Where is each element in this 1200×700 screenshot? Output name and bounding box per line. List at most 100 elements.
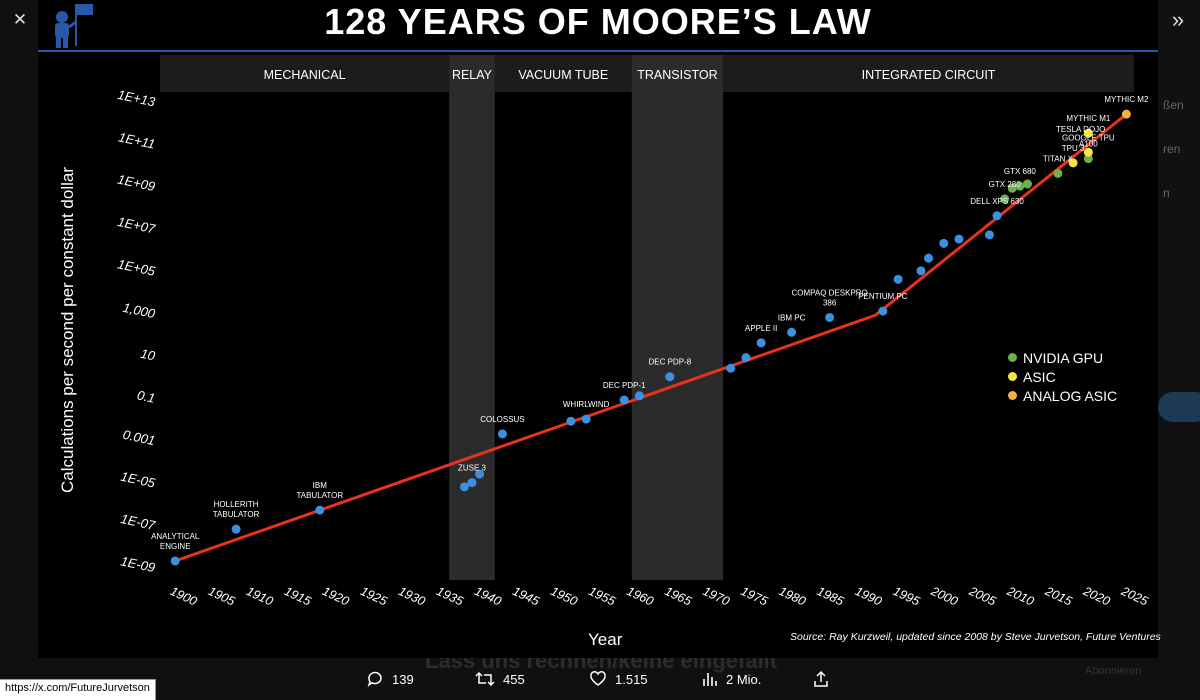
source-note: Source: Ray Kurzweil, updated since 2008… — [790, 631, 1161, 643]
share-button[interactable] — [812, 670, 838, 688]
repost-icon — [475, 671, 495, 687]
y-tick-label: 1E-09 — [119, 553, 156, 575]
background-follow-button — [1158, 392, 1200, 422]
data-point — [939, 238, 949, 248]
data-point — [825, 312, 835, 322]
media-image: 128 YEARS OF MOORE’S LAW MECHANICAL RELAY… — [38, 0, 1161, 658]
x-tick-label: 1995 — [891, 584, 922, 608]
x-tick-label: 1930 — [396, 584, 427, 608]
data-point — [315, 505, 325, 515]
x-tick-label: 1985 — [815, 584, 846, 608]
data-point — [756, 338, 766, 348]
x-tick-label: 1900 — [168, 584, 199, 608]
x-tick-label: 1955 — [586, 584, 617, 608]
era-band — [631, 55, 724, 580]
data-point — [954, 234, 964, 244]
x-tick-label: 1910 — [244, 584, 275, 608]
point-label: GTX 280 — [989, 180, 1022, 189]
x-tick-label: 2000 — [928, 584, 960, 609]
point-label: A100 — [1079, 140, 1098, 149]
point-label: ZUSE 3 — [458, 464, 487, 473]
legend-marker — [1008, 353, 1017, 362]
repost-count: 455 — [503, 671, 525, 687]
data-point — [1121, 109, 1131, 119]
data-point — [475, 469, 485, 479]
astronaut-flag-logo — [55, 4, 93, 48]
x-tick-label: 1940 — [472, 584, 503, 608]
data-point — [893, 274, 903, 284]
legend-item: ANALOG ASIC — [1008, 386, 1117, 405]
data-point — [1007, 183, 1017, 193]
data-point — [581, 414, 591, 424]
x-tick-label: 1965 — [663, 584, 694, 608]
data-point — [1083, 128, 1093, 138]
data-point — [459, 482, 469, 492]
y-axis-label: Calculations per second per constant dol… — [58, 166, 77, 494]
legend-label: ANALOG ASIC — [1023, 387, 1118, 404]
x-tick-label: 1975 — [739, 584, 770, 608]
like-button[interactable]: 1.515 — [589, 670, 648, 688]
point-label: GTX 680 — [1004, 167, 1037, 176]
x-tick-label: 2010 — [1004, 584, 1036, 609]
data-point — [1000, 194, 1010, 204]
close-icon: ✕ — [12, 10, 28, 29]
point-label: TESLA DOJO — [1056, 125, 1105, 134]
chart-legend: NVIDIA GPU ASIC ANALOG ASIC — [1008, 348, 1117, 405]
expand-button[interactable]: » — [1164, 6, 1192, 34]
background-text: n — [1163, 186, 1170, 200]
x-tick-label: 1905 — [206, 584, 237, 608]
y-tick-label: 1E-07 — [119, 511, 157, 533]
views-button[interactable]: 2 Mio. — [702, 670, 761, 688]
point-label: MYTHIC M1 — [1066, 114, 1111, 123]
point-label: APPLE II — [745, 324, 777, 333]
data-point — [665, 372, 675, 382]
point-label: GOOGLE TPU — [1062, 133, 1115, 142]
y-tick-label: 1E+09 — [116, 172, 156, 195]
x-tick-label: 1945 — [510, 584, 541, 608]
point-label: IBM — [313, 481, 328, 490]
data-point — [634, 391, 644, 401]
point-label: DELL XPS 630 — [970, 197, 1024, 206]
heart-icon — [590, 671, 606, 686]
legend-item: ASIC — [1008, 367, 1117, 386]
x-tick-label: 2025 — [1118, 584, 1150, 609]
repost-button[interactable]: 455 — [475, 670, 525, 688]
background-sidebar: ßen ren n — [1155, 90, 1200, 630]
moores-law-chart: MECHANICAL RELAY VACUUM TUBE TRANSISTOR INTE… — [116, 55, 1150, 609]
point-label: 386 — [823, 298, 837, 307]
data-point — [619, 395, 629, 405]
data-point — [1053, 168, 1063, 178]
x-axis-label: Year — [588, 630, 623, 649]
data-point — [741, 353, 751, 363]
data-point — [231, 524, 241, 534]
point-label: IBM PC — [778, 313, 806, 322]
point-label: WHIRLWIND — [563, 400, 610, 409]
point-label: COMPAQ DESKPRO — [791, 288, 867, 297]
y-tick-label: 1E+05 — [116, 256, 157, 279]
reply-button[interactable]: 139 — [366, 670, 414, 688]
data-point — [170, 556, 180, 566]
point-label: DEC PDP-8 — [648, 358, 691, 367]
x-tick-label: 1915 — [282, 584, 313, 608]
x-tick-label: 1925 — [358, 584, 389, 608]
data-point — [984, 230, 994, 240]
y-tick-label: 1E-05 — [119, 469, 157, 491]
chart-title: 128 YEARS OF MOORE’S LAW — [324, 1, 872, 42]
data-point — [1022, 179, 1032, 189]
data-point — [566, 416, 576, 426]
y-tick-label: 1E+13 — [116, 87, 157, 110]
reply-icon — [367, 671, 382, 687]
x-tick-label: 1970 — [701, 584, 732, 608]
legend-marker — [1008, 372, 1017, 381]
x-tick-label: 1950 — [548, 584, 579, 608]
point-label: TABULATOR — [296, 491, 343, 500]
point-label: HOLLERITH — [214, 500, 259, 509]
reply-count: 139 — [392, 671, 414, 687]
data-point — [1015, 181, 1025, 191]
point-label: COLOSSUS — [480, 415, 524, 424]
data-point — [1083, 147, 1093, 157]
y-tick-label: 1E+07 — [116, 214, 157, 237]
y-tick-label: 0.001 — [122, 427, 157, 448]
era-band — [449, 55, 495, 580]
close-button[interactable]: ✕ — [6, 6, 34, 34]
